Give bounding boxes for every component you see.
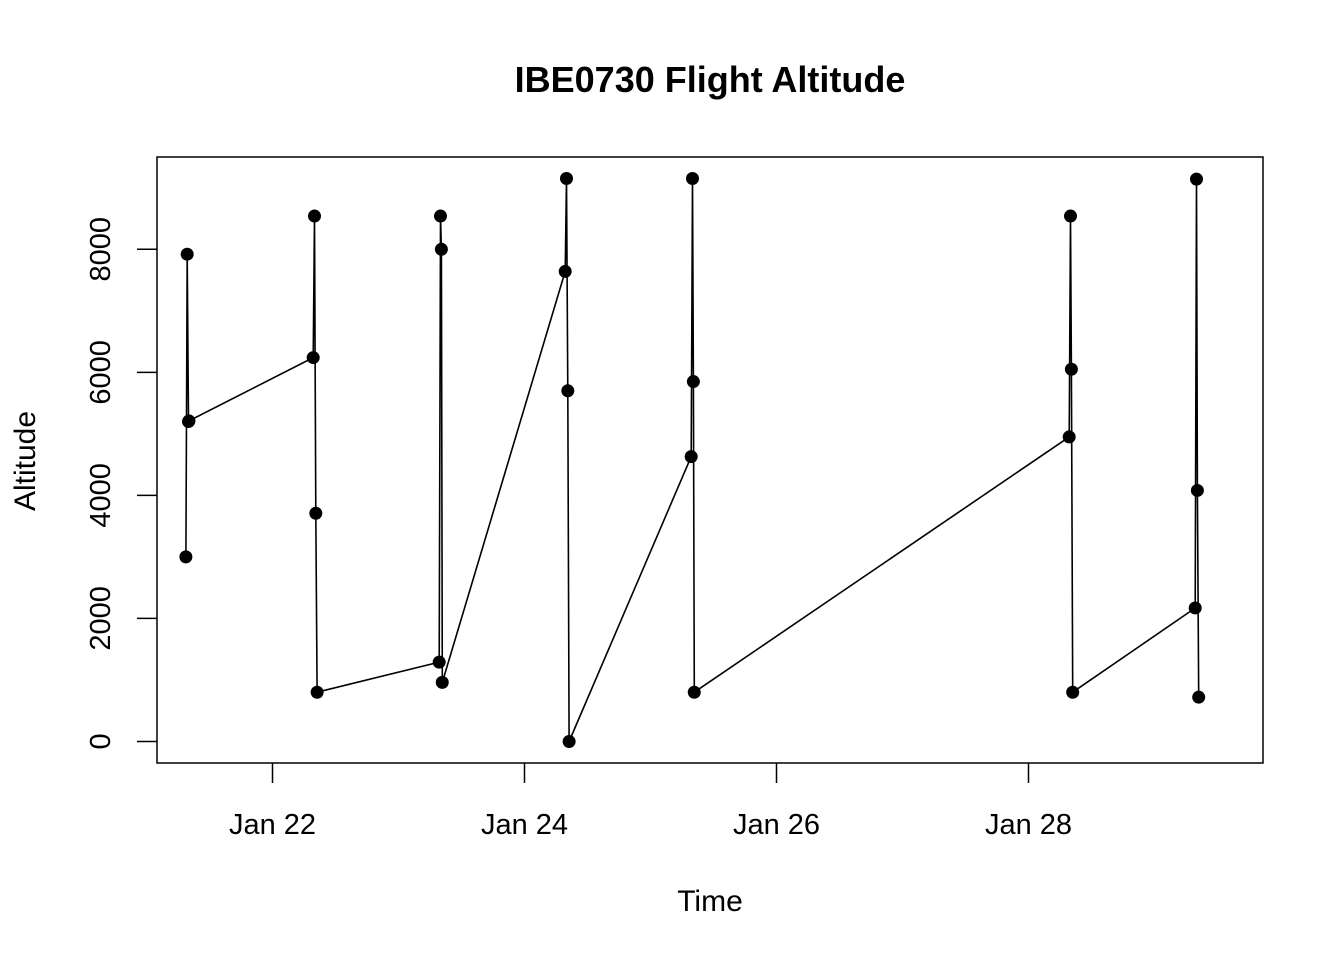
data-point [432,655,446,669]
data-point [561,384,575,398]
data-point [684,450,698,464]
data-point [306,351,320,365]
data-point [434,209,447,223]
data-point [308,209,321,223]
data-point [558,264,572,278]
data-point [1190,172,1203,186]
data-point [1066,685,1080,699]
x-axis: Jan 22 Jan 24 Jan 26 Jan 28 [229,763,1072,841]
data-point [1064,209,1077,223]
y-axis-label: Altitude [9,411,42,511]
data-point [687,685,701,699]
y-axis: 0 2000 4000 6000 8000 [85,217,157,750]
data-point [562,734,576,748]
data-point [560,172,573,186]
x-tick-label: Jan 26 [733,809,820,841]
data-point [435,675,449,689]
data-point [180,247,194,261]
plot-frame [156,156,1264,764]
data-point [1064,362,1078,376]
data-points [179,172,1206,748]
y-tick-label: 4000 [85,463,117,528]
data-point [686,375,700,389]
x-tick-label: Jan 24 [481,809,568,841]
y-tick-label: 8000 [85,217,117,282]
data-point [310,685,324,699]
data-point [182,414,196,428]
data-point [179,550,193,564]
series-line [185,178,1200,742]
x-tick-label: Jan 28 [985,809,1072,841]
data-point [1062,430,1076,444]
data-point [686,172,699,186]
x-tick-label: Jan 22 [229,809,316,841]
data-point [309,506,323,520]
y-tick-label: 0 [85,733,117,749]
chart-title: IBE0730 Flight Altitude [515,59,906,100]
x-axis-label: Time [677,885,743,918]
data-point [1188,601,1202,615]
y-tick-label: 2000 [85,586,117,651]
data-point [1190,483,1204,497]
data-point [1192,690,1206,704]
y-tick-label: 6000 [85,340,117,405]
data-point [434,242,448,256]
